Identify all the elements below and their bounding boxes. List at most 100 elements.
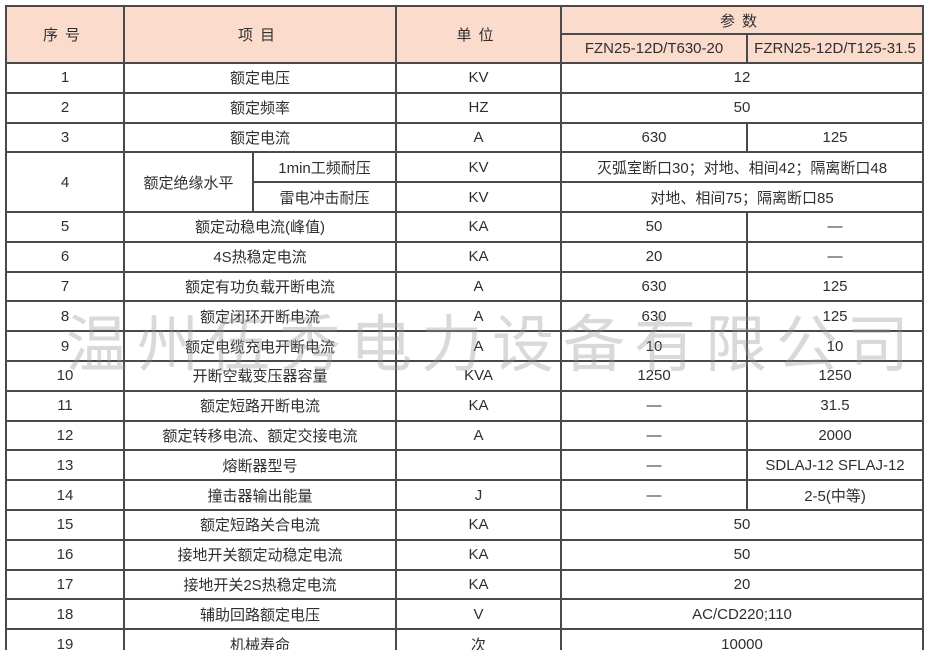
cell-value-left: 630 — [560, 121, 749, 154]
cell-unit: KV — [395, 151, 563, 184]
header-params: 参数 — [560, 5, 925, 35]
table-row: 雷电冲击耐压 KV 对地、相间75；隔离断口85 — [6, 181, 925, 213]
cell-item: 机械寿命 — [122, 628, 398, 650]
cell-value-right: 125 — [746, 270, 925, 303]
cell-serial-number: 14 — [5, 479, 125, 511]
cell-unit: KA — [395, 538, 563, 571]
cell-item: 撞击器输出能量 — [122, 479, 398, 511]
cell-value-right: 125 — [746, 121, 925, 154]
cell-value-merged: 12 — [560, 62, 925, 94]
cell-unit: 次 — [395, 628, 563, 650]
cell-serial-number: 3 — [5, 121, 125, 154]
table-row: 16 接地开关额定动稳定电流 KA 50 — [5, 538, 925, 571]
cell-value-left: — — [560, 479, 749, 511]
cell-item: 接地开关额定动稳定电流 — [122, 538, 398, 571]
cell-serial-number: 8 — [5, 300, 125, 333]
cell-value-left: 630 — [560, 300, 749, 333]
cell-value-merged: 50 — [560, 538, 925, 571]
cell-value-right: — — [746, 240, 925, 273]
table-row: 14 撞击器输出能量 J —2-5(中等) — [5, 479, 925, 511]
cell-value-merged: 20 — [560, 568, 925, 601]
cell-value-merged: 10000 — [560, 628, 925, 650]
cell-value-right: 125 — [746, 300, 925, 333]
cell-serial-number: 13 — [5, 449, 125, 482]
table-row: 17 接地开关2S热稳定电流 KA 20 — [5, 568, 925, 601]
header-item: 项目 — [122, 5, 398, 64]
cell-value-left: — — [560, 449, 749, 482]
cell-unit: A — [395, 419, 563, 452]
cell-item: 额定电流 — [122, 121, 398, 154]
cell-serial-number: 2 — [5, 91, 125, 124]
cell-value-right: 31.5 — [746, 389, 925, 422]
cell-unit: V — [395, 598, 563, 631]
cell-value-right: 2-5(中等) — [746, 479, 925, 511]
table-row: 10 开断空载变压器容量 KVA 1250 1250 — [5, 359, 925, 392]
cell-value-left: 10 — [560, 330, 749, 362]
cell-item: 额定电压 — [122, 62, 398, 94]
table-row: 9 额定电缆充电开断电流 A 10 10 — [5, 330, 925, 362]
table-row: 6 4S热稳定电流 KA 20— — [5, 240, 925, 273]
table-row: 2 额定频率 HZ 50 — [5, 91, 925, 124]
cell-item: 额定电缆充电开断电流 — [122, 330, 398, 362]
cell-serial-number: 12 — [5, 419, 125, 452]
cell-unit: A — [395, 270, 563, 303]
cell-serial-number: 11 — [5, 389, 125, 422]
header-row-2: FZN25-12D/T630-20 FZRN25-12D/T125-31.5 — [6, 33, 925, 64]
cell-item: 1min工频耐压 — [251, 151, 398, 184]
cell-serial-number: 7 — [5, 270, 125, 303]
cell-unit: KV — [395, 181, 563, 213]
spec-table: 序号 项目 单位 参数 FZN25-12D/T630-20 FZRN25-12D… — [5, 5, 925, 650]
cell-serial-number: 6 — [5, 240, 125, 273]
cell-unit: A — [395, 300, 563, 333]
table-row: 3 额定电流 A 630 125 — [5, 121, 925, 154]
cell-item: 额定短路开断电流 — [122, 389, 398, 422]
cell-serial-number: 16 — [5, 538, 125, 571]
cell-value-right: 1250 — [746, 359, 925, 392]
cell-item: 额定有功负载开断电流 — [122, 270, 398, 303]
cell-unit: KV — [395, 62, 563, 94]
cell-value-right: — — [746, 210, 925, 243]
cell-item: 额定短路关合电流 — [122, 508, 398, 541]
table-row: 15 额定短路关合电流 KA 50 — [5, 508, 925, 541]
cell-item: 额定闭环开断电流 — [122, 300, 398, 333]
cell-value-merged: 50 — [560, 508, 925, 541]
cell-value-left: 20 — [560, 240, 749, 273]
table-row: 7 额定有功负载开断电流 A 630 125 — [5, 270, 925, 303]
cell-unit: A — [395, 330, 563, 362]
table-row: 5 额定动稳电流(峰值) KA 50— — [5, 210, 925, 243]
table-header: 序号 项目 单位 参数 FZN25-12D/T630-20 FZRN25-12D… — [5, 5, 925, 64]
cell-value-left: 1250 — [560, 359, 749, 392]
cell-serial-number: 15 — [5, 508, 125, 541]
cell-item: 4S热稳定电流 — [122, 240, 398, 273]
header-unit: 单位 — [395, 5, 563, 64]
cell-item: 额定动稳电流(峰值) — [122, 210, 398, 243]
cell-serial-number: 5 — [5, 210, 125, 243]
table-row: 13 熔断器型号 — SDLAJ-12 SFLAJ-12 — [5, 449, 925, 482]
cell-unit: KA — [395, 210, 563, 243]
cell-value-right: SDLAJ-12 SFLAJ-12 — [746, 449, 925, 482]
cell-unit: KA — [395, 240, 563, 273]
cell-value-left: — — [560, 419, 749, 452]
cell-value-left: 630 — [560, 270, 749, 303]
table-row: 4 额定绝缘水平 1min工频耐压 KV 灭弧室断口30；对地、相间42；隔离断口48 — [5, 151, 925, 213]
cell-serial-number: 1 — [5, 62, 125, 94]
cell-item-group: 额定绝缘水平 — [123, 151, 254, 213]
cell-unit: HZ — [395, 91, 563, 124]
cell-item: 额定转移电流、额定交接电流 — [122, 419, 398, 452]
cell-value-merged: 对地、相间75；隔离断口85 — [560, 181, 925, 213]
header-no: 序号 — [5, 5, 125, 64]
cell-value-merged: 灭弧室断口30；对地、相间42；隔离断口48 — [560, 151, 925, 184]
table-row: 1 额定电压 KV 12 — [5, 62, 925, 94]
cell-value-right: 2000 — [746, 419, 925, 452]
cell-unit: J — [395, 479, 563, 511]
cell-serial-number: 19 — [5, 628, 125, 650]
table-row: 12 额定转移电流、额定交接电流 A —2000 — [5, 419, 925, 452]
cell-item: 雷电冲击耐压 — [251, 181, 398, 213]
table-body: 1 额定电压 KV 12 2 额定频率 HZ 50 3 额定电流 A 630 125 4 额定绝缘水平 1mi… — [5, 62, 925, 650]
cell-item: 辅助回路额定电压 — [122, 598, 398, 631]
cell-unit: KA — [395, 568, 563, 601]
cell-value-left: 50 — [560, 210, 749, 243]
cell-item: 熔断器型号 — [122, 449, 398, 482]
cell-unit: KA — [395, 389, 563, 422]
header-model-right: FZRN25-12D/T125-31.5 — [746, 33, 925, 64]
